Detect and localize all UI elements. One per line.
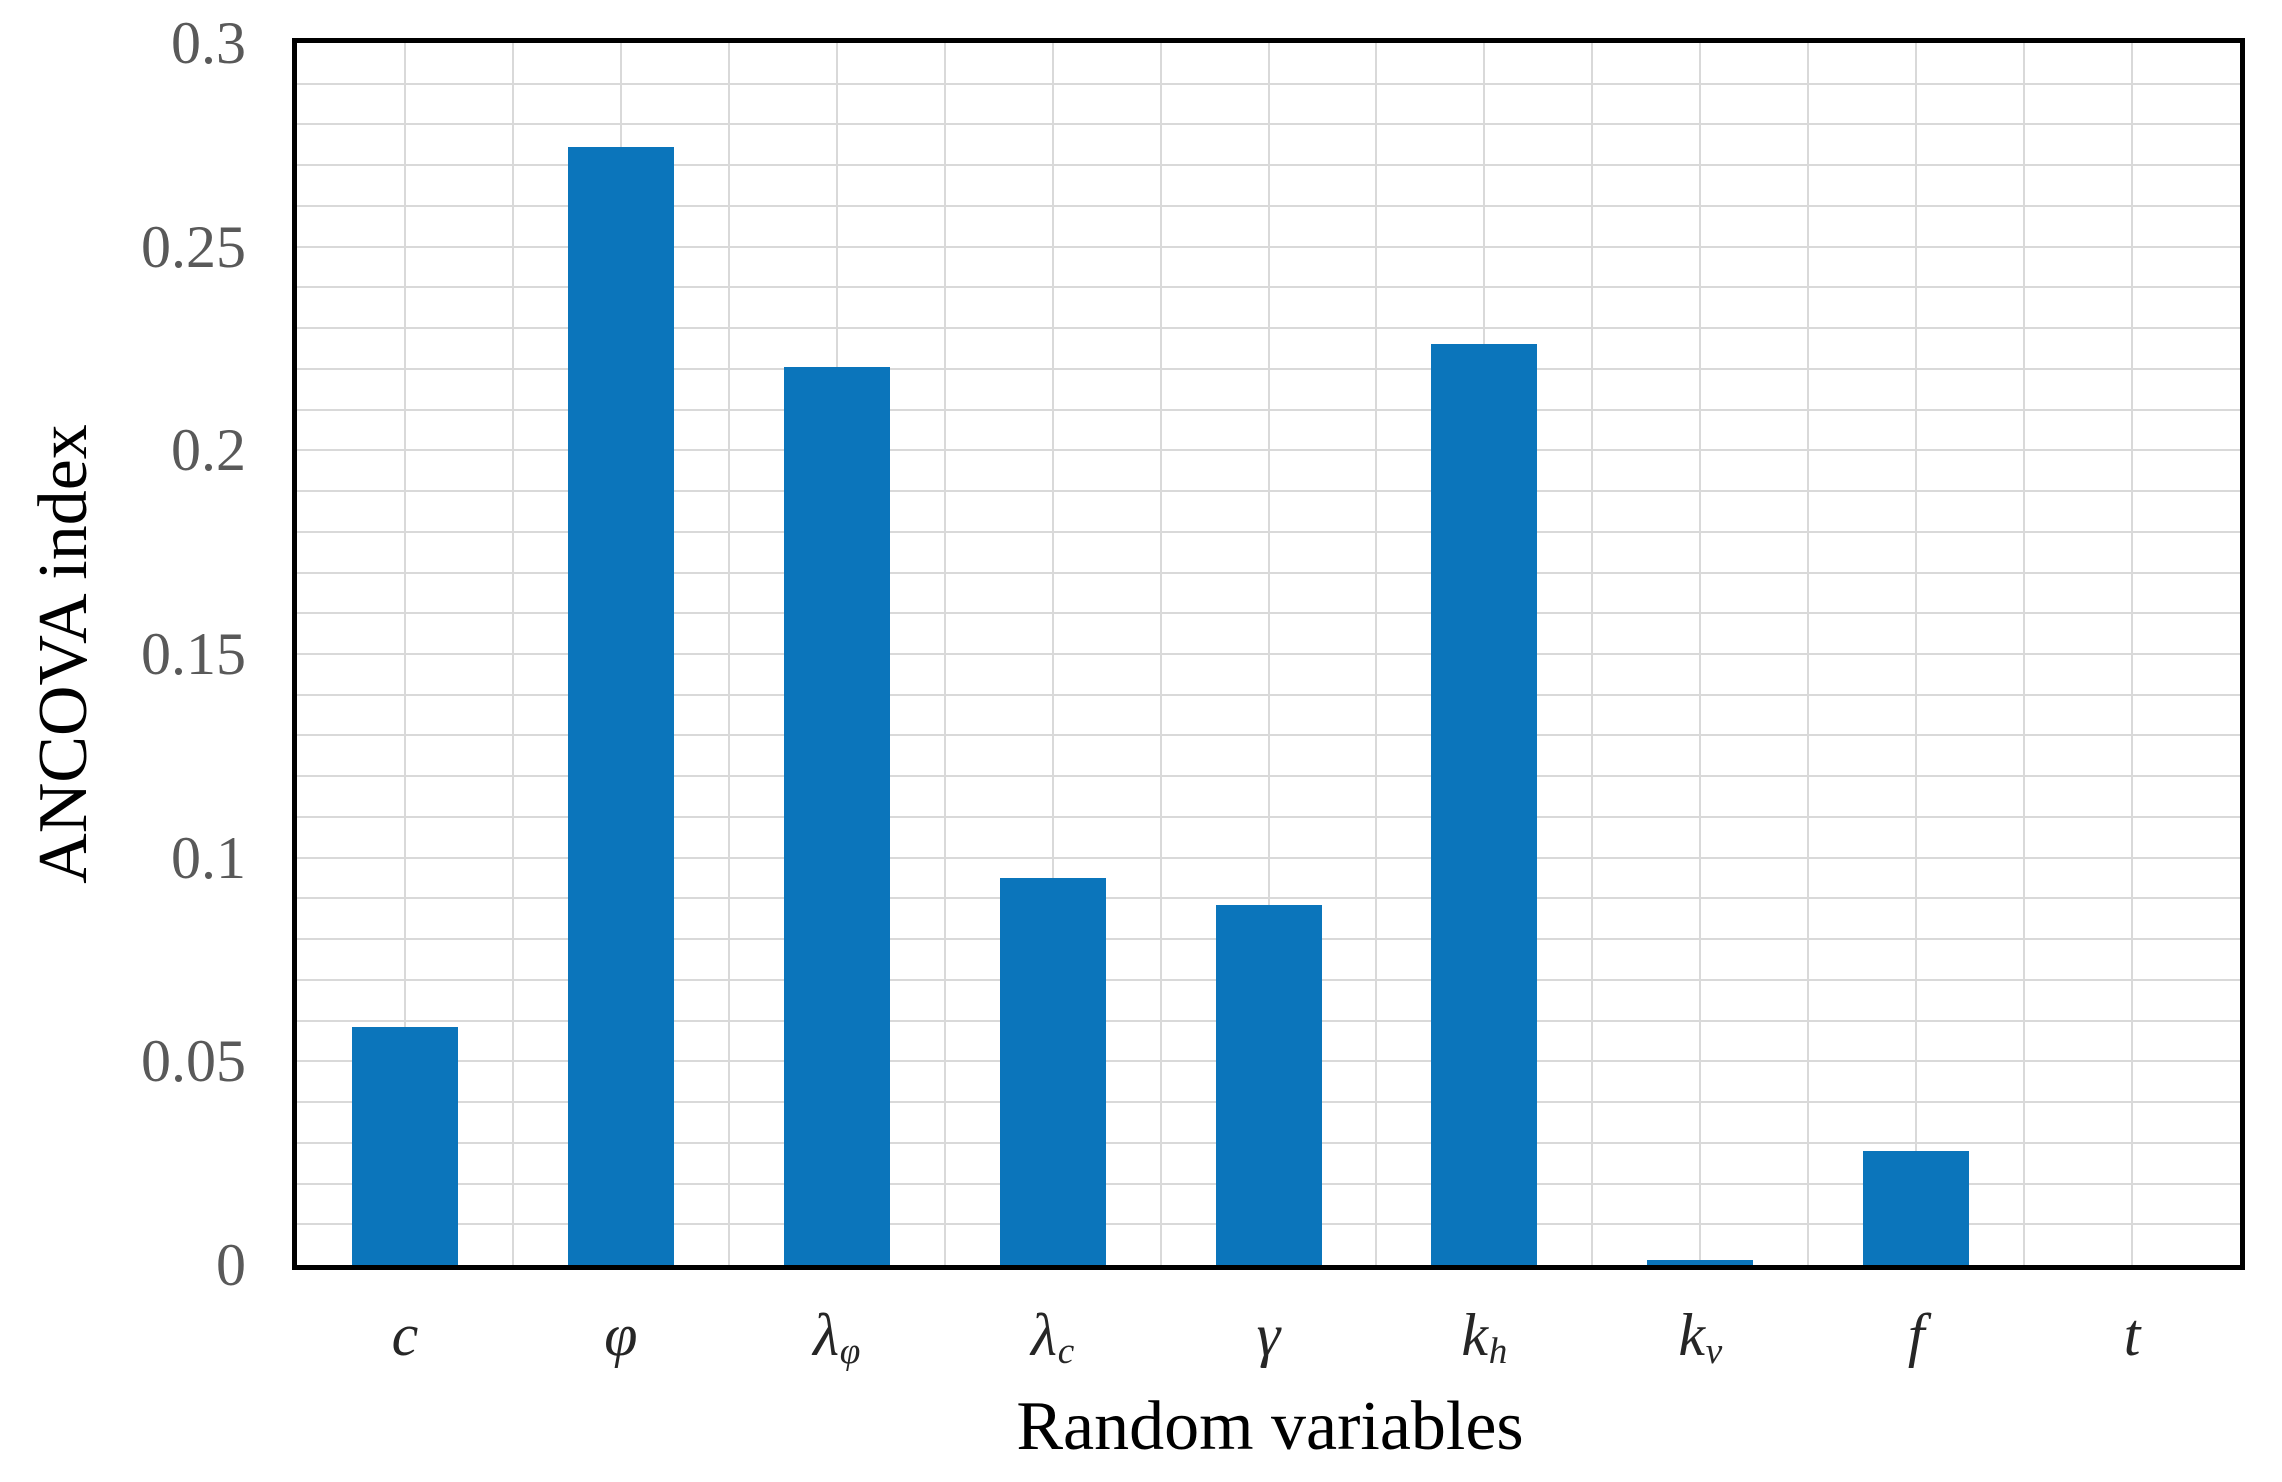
bar-c <box>351 1026 458 1265</box>
bar-φ <box>567 146 674 1265</box>
x-tick-main: φ <box>604 1302 638 1368</box>
vertical-gridline <box>1159 43 1162 1265</box>
vertical-gridline <box>727 43 730 1265</box>
vertical-gridline <box>1699 43 1702 1265</box>
vertical-gridline <box>403 43 406 1265</box>
x-axis-title: Random variables <box>1016 1388 1524 1465</box>
vertical-gridline <box>1267 43 1270 1265</box>
vertical-gridline <box>1591 43 1594 1265</box>
bar-f <box>1863 1150 1970 1265</box>
bar-λφ <box>783 366 890 1265</box>
x-tick-subscript: v <box>1705 1331 1723 1373</box>
y-axis-title: ANCOVA index <box>25 424 102 884</box>
vertical-gridline <box>511 43 514 1265</box>
x-tick-subscript: h <box>1488 1331 1508 1373</box>
bar-kv <box>1647 1260 1754 1265</box>
y-tick-label: 0 <box>216 1232 246 1298</box>
bar-λc <box>999 878 1106 1265</box>
x-tick-label-λc: λc <box>1030 1302 1074 1372</box>
x-tick-main: λ <box>1030 1302 1057 1368</box>
x-tick-label-c: c <box>392 1302 419 1368</box>
x-tick-main: f <box>1907 1302 1925 1368</box>
y-tick-label: 0.1 <box>171 824 246 891</box>
x-tick-label-t: t <box>2124 1302 2141 1368</box>
x-tick-main: λ <box>813 1302 840 1368</box>
vertical-gridline <box>1807 43 1810 1265</box>
y-tick-label: 0.3 <box>171 10 246 76</box>
vertical-gridline <box>1375 43 1378 1265</box>
x-tick-label-kv: kv <box>1678 1302 1722 1372</box>
x-tick-subscript: c <box>1057 1331 1075 1373</box>
x-tick-label-γ: γ <box>1257 1302 1281 1368</box>
x-tick-main: t <box>2123 1302 2141 1368</box>
x-tick-main: γ <box>1256 1302 1281 1368</box>
vertical-gridline <box>943 43 946 1265</box>
vertical-gridline <box>2131 43 2134 1265</box>
x-tick-label-kh: kh <box>1461 1302 1507 1372</box>
x-tick-label-λφ: λφ <box>813 1302 860 1372</box>
y-tick-label: 0.2 <box>171 417 246 484</box>
bar-kh <box>1431 344 1538 1265</box>
bar-γ <box>1215 904 1322 1265</box>
y-tick-label: 0.05 <box>141 1028 246 1095</box>
vertical-gridline <box>1051 43 1054 1265</box>
x-tick-label-φ: φ <box>604 1302 637 1368</box>
x-tick-main: c <box>391 1302 419 1368</box>
x-tick-main: k <box>1678 1302 1705 1368</box>
x-tick-subscript: φ <box>839 1331 861 1373</box>
vertical-gridline <box>1915 43 1918 1265</box>
x-tick-main: k <box>1461 1302 1489 1368</box>
y-tick-label: 0.25 <box>141 213 246 280</box>
y-tick-label: 0.15 <box>141 621 246 687</box>
x-tick-label-f: f <box>1908 1302 1925 1368</box>
plot-area <box>292 38 2245 1270</box>
vertical-gridline <box>2023 43 2026 1265</box>
